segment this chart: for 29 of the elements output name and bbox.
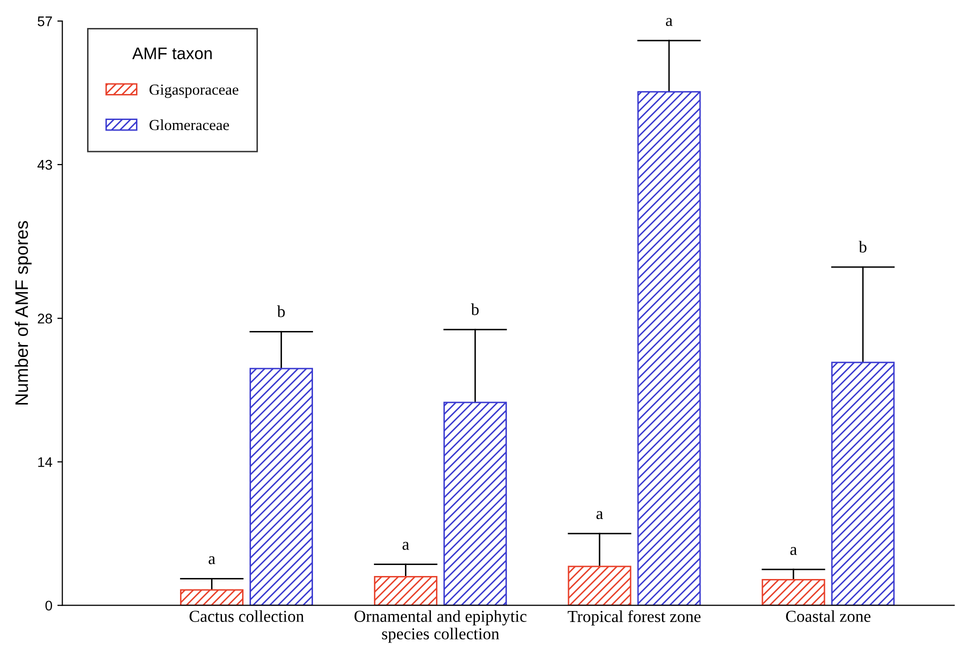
x-tick-label: Ornamental and epiphytic species collection bbox=[354, 610, 526, 643]
y-tick-label: 28 bbox=[38, 314, 52, 324]
x-tick-label: Coastal zone bbox=[786, 610, 870, 622]
bar bbox=[831, 362, 895, 606]
annotation: b bbox=[858, 240, 866, 253]
bar bbox=[762, 579, 826, 606]
annotation: b bbox=[277, 305, 285, 318]
bar bbox=[374, 576, 438, 606]
annotation: a bbox=[790, 547, 797, 555]
bar bbox=[568, 566, 632, 606]
y-tick-label: 57 bbox=[38, 16, 52, 26]
annotation: a bbox=[666, 18, 673, 26]
y-axis-title: Number of AMF spores bbox=[14, 221, 32, 405]
bar bbox=[250, 368, 313, 606]
legend-label: Gigasporaceae bbox=[150, 84, 238, 98]
x-tick-label: Cactus collection bbox=[190, 610, 304, 622]
y-tick-label: 14 bbox=[38, 457, 52, 467]
annotation: a bbox=[596, 511, 604, 520]
x-tick-label: Tropical forest zone bbox=[568, 610, 701, 626]
legend-label: Glomeraceae bbox=[150, 119, 229, 130]
annotation: a bbox=[402, 542, 410, 550]
y-tick-label: 0 bbox=[45, 600, 52, 611]
annotation: b bbox=[470, 303, 479, 316]
y-tick-label: 43 bbox=[37, 160, 52, 170]
legend-title: AMF taxon bbox=[132, 48, 212, 60]
bar bbox=[637, 91, 701, 606]
bar bbox=[180, 589, 244, 606]
bar bbox=[443, 402, 507, 606]
annotation: a bbox=[208, 556, 216, 564]
